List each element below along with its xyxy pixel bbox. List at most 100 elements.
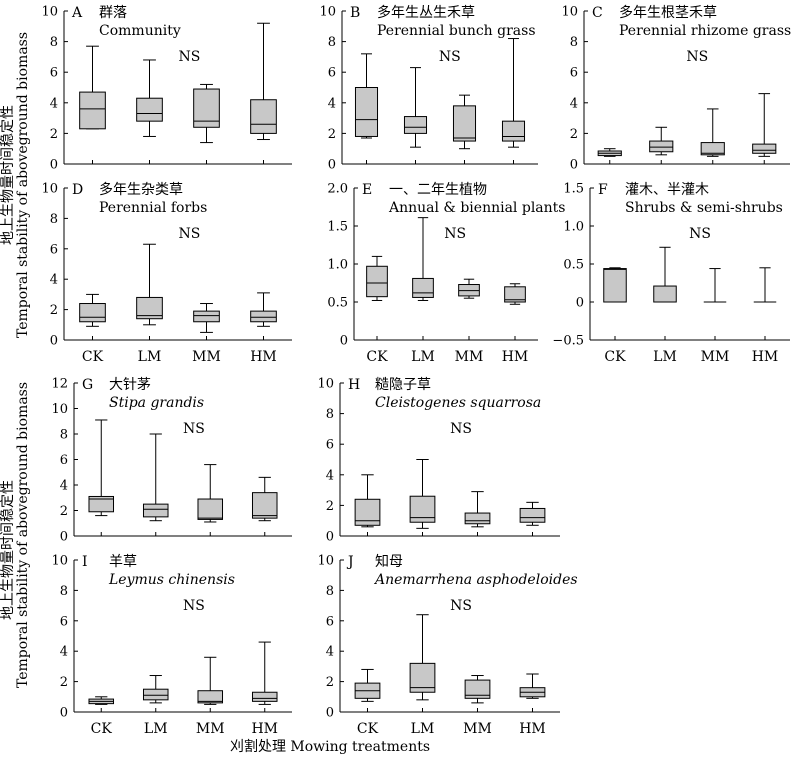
ns-annotation: NS bbox=[439, 49, 461, 65]
y-tick-label: 10 bbox=[561, 5, 578, 20]
box-ck bbox=[88, 495, 115, 513]
x-tick-label: HM bbox=[251, 721, 278, 737]
x-tick-label: HM bbox=[752, 349, 779, 365]
panel-title-cn: 羊草 bbox=[109, 554, 137, 570]
y-tick-label: 10 bbox=[317, 554, 334, 569]
y-tick-label: 2 bbox=[50, 127, 58, 142]
y-tick-label: 4 bbox=[60, 479, 68, 494]
panel-letter: B bbox=[350, 5, 360, 21]
ns-annotation: NS bbox=[444, 226, 466, 242]
y-tick-label: 4 bbox=[326, 468, 334, 483]
y-tick-label: 0 bbox=[340, 334, 348, 349]
y-tick-label: 2 bbox=[328, 127, 336, 142]
x-tick-label: MM bbox=[701, 349, 730, 365]
y-tick-label: 8 bbox=[570, 35, 578, 50]
box-mm bbox=[197, 690, 224, 704]
x-tick-label: LM bbox=[411, 721, 435, 737]
y-tick-label: 8 bbox=[60, 428, 68, 443]
panel-title-en: Stipa grandis bbox=[109, 395, 204, 411]
panel-title-en: Annual & biennial plants bbox=[388, 200, 565, 216]
x-tick-label: CK bbox=[604, 349, 626, 365]
y-tick-label: 0 bbox=[326, 530, 334, 545]
box-hm bbox=[251, 691, 278, 702]
y-axis-label-en-bottom: Temporal stability of aboveground biomas… bbox=[15, 382, 31, 688]
y-tick-label: 6 bbox=[60, 614, 68, 629]
panel-letter: E bbox=[362, 182, 372, 198]
x-tick-label: CK bbox=[82, 349, 104, 365]
box-lm bbox=[403, 116, 428, 134]
panel-d: 0 2 4 6 8 10 CK LM MM HM D 多年生杂类草 Perennial forbs NS bbox=[41, 181, 292, 365]
y-tick-label: 4 bbox=[328, 96, 336, 111]
panel-title-cn: 多年生根茎禾草 bbox=[619, 4, 717, 21]
box-hm bbox=[752, 143, 777, 154]
x-tick-label: LM bbox=[411, 349, 435, 365]
y-axis-label-en-top: Temporal stability of aboveground biomas… bbox=[15, 32, 31, 338]
ns-annotation: NS bbox=[689, 226, 711, 242]
y-tick-label: 10 bbox=[319, 5, 336, 20]
panel-title-cn: 灌木、半灌木 bbox=[625, 182, 709, 198]
x-axis-label: 刈割处理 Mowing treatments bbox=[230, 738, 430, 755]
box-mm bbox=[193, 310, 220, 323]
ns-annotation: NS bbox=[178, 49, 200, 65]
panel-title-en: Anemarrhena asphodeloides bbox=[373, 572, 578, 588]
panel-title-cn: 群落 bbox=[99, 5, 127, 21]
x-tick-label: MM bbox=[455, 349, 484, 365]
box-lm bbox=[412, 277, 434, 298]
panel-title-cn: 多年生杂类草 bbox=[99, 181, 183, 198]
y-tick-label: 6 bbox=[50, 242, 58, 257]
x-tick-label: CK bbox=[357, 721, 379, 737]
x-tick-label: MM bbox=[196, 721, 225, 737]
box-ck bbox=[354, 87, 379, 137]
y-axis-label-cn-bottom: 地上生物量时间稳定性 bbox=[0, 480, 16, 620]
y-tick-label: 8 bbox=[50, 35, 58, 50]
y-tick-label: −0.5 bbox=[552, 334, 584, 349]
y-tick-label: 6 bbox=[60, 453, 68, 468]
panel-letter: A bbox=[71, 5, 83, 21]
ns-annotation: NS bbox=[450, 421, 472, 437]
box-ck bbox=[603, 268, 627, 303]
y-tick-label: 0 bbox=[50, 158, 58, 173]
x-tick-label: HM bbox=[250, 349, 277, 365]
y-tick-label: 0 bbox=[326, 706, 334, 721]
panel-title-en: Shrubs & semi-shrubs bbox=[625, 200, 783, 216]
ns-annotation: NS bbox=[178, 226, 200, 242]
box-lm bbox=[136, 97, 163, 122]
y-tick-label: 0 bbox=[328, 158, 336, 173]
panel-letter: J bbox=[346, 554, 354, 570]
panel-h: 0 2 4 6 8 10 H 糙隐子草 Cleistogenes squarrosa NS bbox=[317, 377, 560, 545]
y-tick-label: 4 bbox=[50, 273, 58, 288]
y-axis-label-cn-top: 地上生物量时间稳定性 bbox=[0, 105, 16, 245]
y-tick-label: 4 bbox=[60, 645, 68, 660]
y-tick-label: 2 bbox=[60, 675, 68, 690]
y-tick-label: 10 bbox=[41, 182, 58, 197]
box-mm bbox=[700, 142, 725, 156]
y-tick-label: 0.5 bbox=[327, 296, 348, 311]
box-lm bbox=[649, 140, 674, 153]
y-tick-label: 2 bbox=[50, 303, 58, 318]
panel-letter: H bbox=[348, 377, 360, 393]
panel-b: 0 2 4 6 8 10 B 多年生丛生禾草 Perennial bunch grass NS bbox=[319, 4, 538, 173]
y-tick-label: 10 bbox=[41, 5, 58, 20]
panel-title-en: Leymus chinensis bbox=[108, 572, 235, 588]
x-tick-label: CK bbox=[366, 349, 388, 365]
y-tick-label: 4 bbox=[570, 96, 578, 111]
panel-title-en: Perennial forbs bbox=[99, 200, 207, 216]
panel-letter: F bbox=[598, 182, 608, 198]
panel-e: 0 0.5 1.0 1.5 2.0 CK LM MM HM E 一、二年生植物 Annual & bi… bbox=[327, 182, 565, 366]
x-tick-label: MM bbox=[463, 721, 492, 737]
box-hm bbox=[519, 507, 546, 523]
y-tick-label: 6 bbox=[328, 66, 336, 81]
panel-letter: C bbox=[592, 5, 603, 21]
box-ck bbox=[366, 265, 388, 298]
box-mm bbox=[452, 105, 477, 142]
panel-a: 0 2 4 6 8 10 A 群落 Community NS bbox=[41, 5, 292, 173]
box-mm bbox=[464, 679, 491, 699]
y-tick-label: 10 bbox=[51, 402, 68, 417]
box-ck bbox=[354, 498, 381, 526]
panels-group: 0 2 4 6 8 10 A 群落 Community NS 0 2 4 6 8 10 B 多年生丛生禾草 Pere… bbox=[41, 4, 791, 737]
panel-title-en: Perennial rhizome grass bbox=[619, 23, 791, 39]
box-lm bbox=[409, 495, 436, 523]
y-tick-label: 6 bbox=[326, 438, 334, 453]
x-tick-label: HM bbox=[519, 721, 546, 737]
box-hm bbox=[251, 492, 278, 519]
